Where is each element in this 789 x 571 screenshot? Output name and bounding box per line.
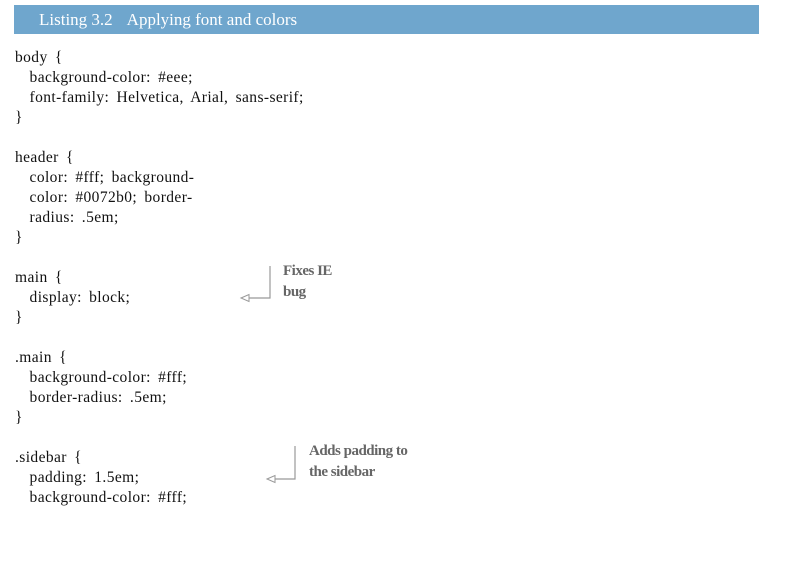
code-line: } bbox=[15, 409, 23, 426]
code-line: header { bbox=[15, 149, 74, 166]
code-line bbox=[15, 328, 535, 348]
code-line: background-color: #fff; bbox=[15, 489, 188, 506]
code-line bbox=[15, 248, 535, 268]
annotation-line: Fixes IE bbox=[283, 263, 332, 279]
code-line: display: block; bbox=[15, 289, 131, 306]
annotation-line: the sidebar bbox=[309, 464, 375, 480]
annotation-fixes-ie-bug: Fixes IE bug bbox=[283, 261, 332, 303]
code-line: radius: .5em; bbox=[15, 209, 119, 226]
code-line: color: #fff; background- bbox=[15, 169, 195, 186]
callout-arrow-icon bbox=[265, 446, 296, 484]
annotation-line: bug bbox=[283, 284, 306, 300]
code-line bbox=[15, 128, 535, 148]
callout-arrow-icon bbox=[239, 266, 271, 303]
code-line: border-radius: .5em; bbox=[15, 389, 167, 406]
code-line: font-family: Helvetica, Arial, sans-seri… bbox=[15, 89, 304, 106]
code-line: main { bbox=[15, 269, 63, 286]
listing-header: Listing 3.2 Applying font and colors bbox=[14, 5, 759, 34]
annotation-line: Adds padding to bbox=[309, 443, 408, 459]
code-line: body { bbox=[15, 49, 63, 66]
code-line: background-color: #eee; bbox=[15, 69, 193, 86]
listing-number: Listing 3.2 bbox=[39, 10, 113, 29]
code-line: padding: 1.5em; bbox=[15, 469, 140, 486]
listing-title: Applying font and colors bbox=[126, 10, 298, 29]
code-line: } bbox=[15, 229, 23, 246]
code-line: color: #0072b0; border- bbox=[15, 189, 193, 206]
code-line: } bbox=[15, 109, 23, 126]
code-block: body { background-color: #eee; font-fami… bbox=[15, 48, 535, 508]
code-line: background-color: #fff; bbox=[15, 369, 188, 386]
code-line: } bbox=[15, 309, 23, 326]
annotation-adds-padding: Adds padding to the sidebar bbox=[309, 441, 408, 483]
code-line: .sidebar { bbox=[15, 449, 82, 466]
code-line: .main { bbox=[15, 349, 67, 366]
